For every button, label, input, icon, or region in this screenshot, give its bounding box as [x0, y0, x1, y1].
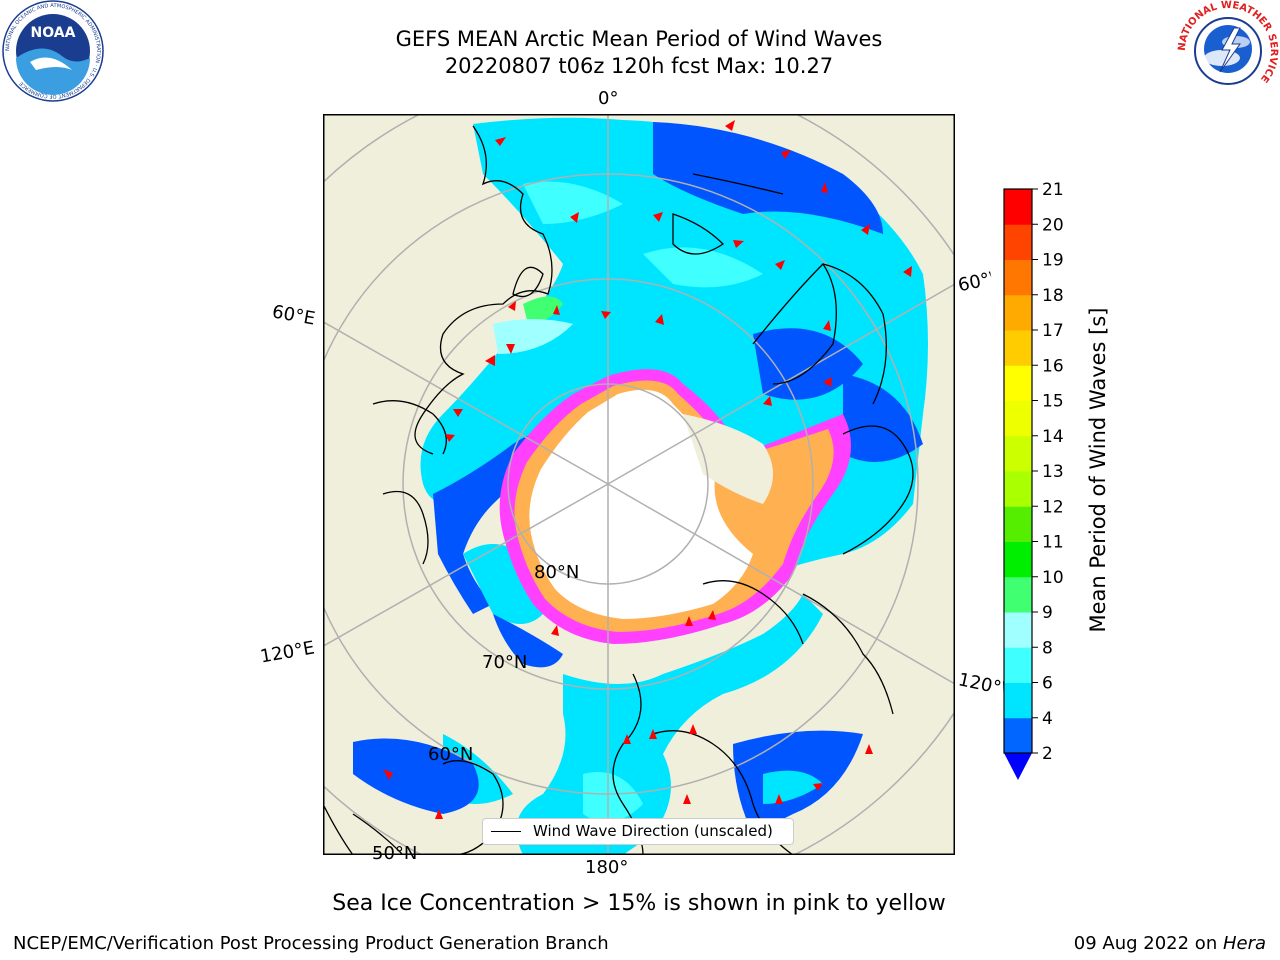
direction-arrow: [689, 724, 697, 734]
direction-arrow: [781, 150, 791, 159]
colorbar-segment: [1004, 224, 1032, 260]
direction-arrow: [649, 729, 657, 739]
direction-arrow: [823, 320, 831, 331]
colorbar-segment: [1004, 435, 1032, 472]
colorbar-segment: [1004, 189, 1032, 225]
direction-arrow: [775, 260, 785, 270]
direction-arrow: [508, 301, 516, 311]
direction-arrow: [763, 396, 772, 406]
nws-logo: NATIONAL WEATHER SERVICE: [1177, 0, 1279, 101]
colorbar-tick-label: 14: [1042, 427, 1064, 447]
colorbar-tick-label: 2: [1042, 744, 1053, 764]
footer-credit: NCEP/EMC/Verification Post Processing Pr…: [13, 933, 609, 954]
colorbar-segment: [1004, 259, 1032, 296]
direction-arrow: [775, 794, 783, 804]
label-lat-50n: 50°N: [372, 843, 418, 864]
colorbar-segments: [1004, 189, 1032, 754]
noaa-logo: NATIONAL OCEANIC AND ATMOSPHERIC ADMINIS…: [2, 0, 104, 102]
colorbar-segment: [1004, 647, 1032, 683]
footer-date: 09 Aug 2022 on Hera: [1074, 933, 1266, 954]
direction-arrow: [653, 212, 663, 222]
colorbar-ticks: 21 20 19 18 17 16 15 14 13 12 11 10 9 8 6 4 2: [1032, 180, 1064, 764]
direction-arrow: [861, 224, 870, 235]
colorbar-tick-label: 11: [1042, 533, 1064, 553]
label-lat-60n: 60°N: [428, 744, 474, 765]
colorbar-tick-label: 19: [1042, 251, 1064, 271]
colorbar-tick-label: 18: [1042, 286, 1064, 306]
colorbar-segment: [1004, 541, 1032, 578]
colorbar-tick-label: 20: [1042, 215, 1064, 235]
label-lon-60e: 60°E: [270, 301, 317, 330]
sea-ice-region: [499, 369, 851, 644]
footer-date-text: 09 Aug 2022 on: [1073, 933, 1223, 954]
direction-arrow: [708, 610, 716, 620]
direction-arrow: [725, 120, 735, 131]
colorbar-tick-label: 12: [1042, 497, 1064, 517]
direction-arrow: [553, 305, 560, 315]
noaa-logo-text: NOAA: [31, 25, 76, 41]
wind-wave-arrows: [383, 120, 912, 819]
colorbar-label: Mean Period of Wind Waves [s]: [1086, 307, 1110, 633]
map-legend: Wind Wave Direction (unscaled): [482, 818, 794, 845]
colorbar: 21 20 19 18 17 16 15 14 13 12 11 10 9 8 6 4 2: [1003, 180, 1064, 780]
legend-label: Wind Wave Direction (unscaled): [533, 822, 773, 840]
colorbar-segment: [1004, 612, 1032, 648]
map-frame: [323, 114, 955, 855]
colorbar-segment: [1004, 330, 1032, 366]
polar-map: [323, 114, 955, 855]
direction-arrow: [495, 137, 506, 146]
map-subtitle: 20220807 t06z 120h fcst Max: 10.27: [444, 54, 834, 78]
colorbar-segment: [1004, 717, 1032, 754]
direction-arrow: [435, 809, 443, 819]
direction-arrow: [813, 783, 823, 791]
direction-arrow: [655, 314, 664, 325]
colorbar-segment: [1004, 294, 1032, 331]
colorbar-segment: [1004, 471, 1032, 507]
footer-host: Hera: [1222, 933, 1266, 954]
sea-ice-caption: Sea Ice Concentration > 15% is shown in …: [332, 891, 946, 916]
colorbar-segment: [1004, 400, 1032, 437]
direction-arrow: [601, 311, 611, 319]
label-lon-180: 180°: [585, 857, 629, 878]
colorbar-tick-label: 10: [1042, 568, 1064, 588]
map-title: GEFS MEAN Arctic Mean Period of Wind Wav…: [395, 27, 883, 51]
label-lon-120e: 120°E: [258, 637, 317, 668]
label-lat-80n: 80°N: [534, 562, 580, 583]
colorbar-tick-label: 15: [1042, 392, 1064, 412]
colorbar-tick-label: 8: [1042, 638, 1053, 658]
label-lon-60w: 60°W: [956, 268, 994, 297]
colorbar-segment: [1004, 576, 1032, 613]
colorbar-tick-label: 13: [1042, 462, 1064, 482]
direction-arrow: [570, 212, 579, 223]
direction-arrow: [485, 355, 495, 366]
direction-arrow: [683, 794, 691, 804]
label-lon-0: 0°: [598, 88, 619, 109]
direction-arrow: [383, 769, 393, 780]
legend-line-icon: [491, 831, 521, 832]
colorbar-under-triangle: [1004, 753, 1032, 780]
colorbar-segment: [1004, 365, 1032, 401]
graticule: [323, 114, 955, 855]
direction-arrow: [823, 377, 832, 387]
colorbar-tick-label: 16: [1042, 356, 1064, 376]
label-lat-70n: 70°N: [482, 652, 528, 673]
direction-arrow: [865, 744, 873, 754]
direction-arrow: [685, 616, 693, 626]
direction-arrow: [733, 240, 744, 248]
direction-arrow: [903, 266, 912, 277]
direction-arrow: [551, 625, 559, 636]
colorbar-segment: [1004, 682, 1032, 719]
colorbar-tick-label: 9: [1042, 603, 1053, 623]
colorbar-tick-label: 21: [1042, 180, 1064, 200]
direction-arrow: [453, 409, 463, 417]
colorbar-tick-label: 17: [1042, 321, 1064, 341]
direction-arrow: [623, 734, 631, 744]
colorbar-tick-label: 6: [1042, 674, 1053, 694]
direction-arrow: [821, 182, 828, 193]
colorbar-tick-label: 4: [1042, 709, 1053, 729]
colorbar-segment: [1004, 506, 1032, 542]
direction-arrow: [445, 434, 455, 442]
direction-arrow: [506, 344, 515, 354]
